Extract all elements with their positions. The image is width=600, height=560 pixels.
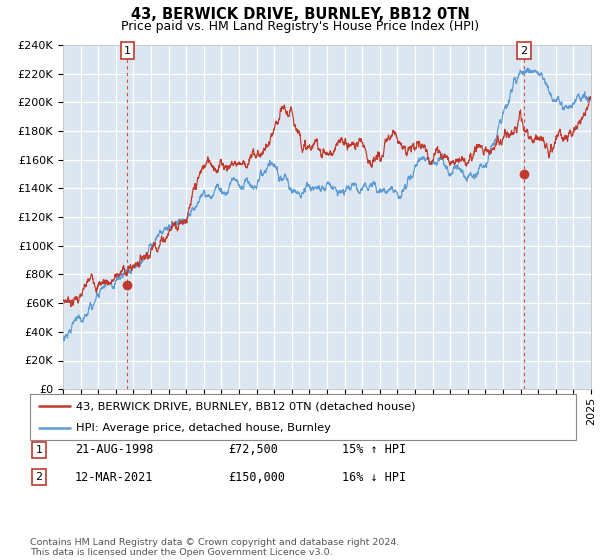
Text: HPI: Average price, detached house, Burnley: HPI: Average price, detached house, Burn… xyxy=(76,423,331,433)
Text: Price paid vs. HM Land Registry's House Price Index (HPI): Price paid vs. HM Land Registry's House … xyxy=(121,20,479,32)
Text: 2: 2 xyxy=(35,472,43,482)
Text: 16% ↓ HPI: 16% ↓ HPI xyxy=(342,470,406,484)
Text: 43, BERWICK DRIVE, BURNLEY, BB12 0TN (detached house): 43, BERWICK DRIVE, BURNLEY, BB12 0TN (de… xyxy=(76,401,416,411)
Text: 1: 1 xyxy=(35,445,43,455)
Text: 2: 2 xyxy=(520,45,527,55)
Text: 15% ↑ HPI: 15% ↑ HPI xyxy=(342,443,406,456)
Text: Contains HM Land Registry data © Crown copyright and database right 2024.
This d: Contains HM Land Registry data © Crown c… xyxy=(30,538,400,557)
Text: 21-AUG-1998: 21-AUG-1998 xyxy=(75,443,154,456)
Text: 1: 1 xyxy=(124,45,131,55)
Text: 43, BERWICK DRIVE, BURNLEY, BB12 0TN: 43, BERWICK DRIVE, BURNLEY, BB12 0TN xyxy=(131,7,469,22)
Text: £72,500: £72,500 xyxy=(228,443,278,456)
Text: £150,000: £150,000 xyxy=(228,470,285,484)
Text: 12-MAR-2021: 12-MAR-2021 xyxy=(75,470,154,484)
